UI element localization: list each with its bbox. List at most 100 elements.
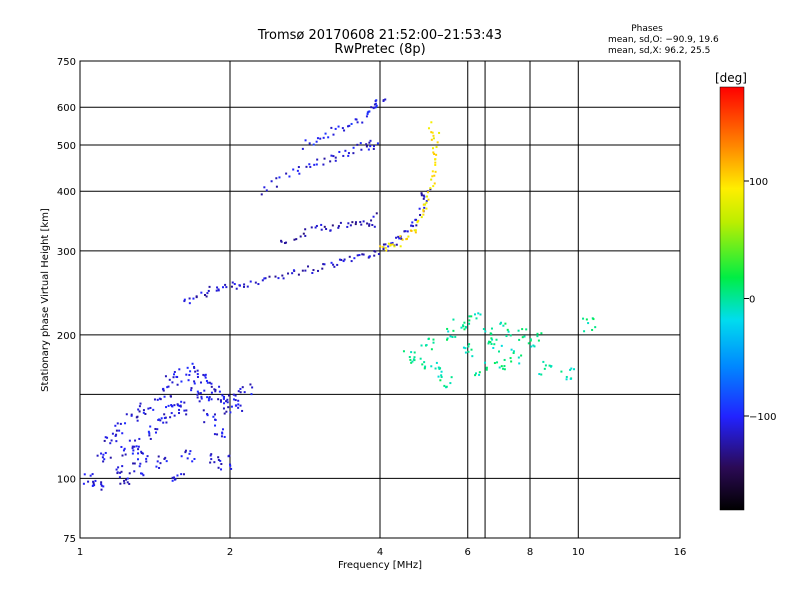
data-point [203, 389, 206, 392]
data-point [142, 452, 145, 455]
data-point [213, 413, 216, 416]
data-point [360, 148, 363, 151]
data-point [548, 364, 551, 367]
data-point [199, 392, 202, 395]
x-tick-label: 4 [377, 547, 383, 558]
data-point [133, 470, 136, 473]
data-point [173, 370, 176, 373]
data-point [398, 237, 401, 240]
data-point [361, 121, 364, 124]
data-point [132, 449, 135, 452]
data-point [167, 404, 170, 407]
data-point [213, 461, 216, 464]
data-point [310, 226, 313, 229]
data-point [337, 225, 340, 228]
data-point [249, 383, 252, 386]
data-point [536, 332, 539, 335]
data-point [189, 450, 192, 453]
data-point [322, 163, 325, 166]
data-point [139, 462, 142, 465]
data-point [123, 482, 126, 485]
data-point [191, 460, 194, 463]
data-point [373, 103, 376, 106]
data-point [410, 361, 413, 364]
data-point [369, 139, 372, 142]
data-point [427, 198, 430, 201]
data-point [340, 258, 343, 261]
data-point [587, 322, 590, 325]
data-point [265, 189, 268, 192]
data-point [308, 142, 311, 145]
data-point [532, 344, 535, 347]
data-point [226, 398, 229, 401]
data-point [214, 390, 217, 393]
data-point [103, 458, 106, 461]
data-point [115, 468, 118, 471]
data-point [435, 153, 438, 156]
data-point [154, 427, 157, 430]
data-point [434, 163, 437, 166]
data-point [540, 373, 543, 376]
data-point [523, 335, 526, 338]
y-tick-label: 200 [57, 331, 76, 342]
data-point [203, 374, 206, 377]
data-point [184, 451, 187, 454]
data-point [460, 326, 463, 329]
data-point [134, 439, 137, 442]
data-point [159, 398, 162, 401]
data-point [538, 373, 541, 376]
data-point [317, 269, 320, 272]
data-point [384, 98, 387, 101]
data-point [178, 412, 181, 415]
data-point [206, 381, 209, 384]
data-point [443, 384, 446, 387]
data-point [341, 127, 344, 130]
data-point [436, 141, 439, 144]
data-point [171, 476, 174, 479]
data-point [222, 397, 225, 400]
data-point [148, 432, 151, 435]
data-point [128, 472, 131, 475]
data-point [220, 463, 223, 466]
data-point [94, 479, 97, 482]
data-point [172, 376, 175, 379]
data-point [297, 273, 300, 276]
data-point [397, 235, 400, 238]
data-point [585, 318, 588, 321]
colorbar-tick-label: −100 [749, 412, 776, 423]
data-point [210, 385, 213, 388]
colorbar-tick-label: 0 [749, 295, 755, 306]
data-point [152, 408, 155, 411]
data-point [497, 350, 500, 353]
data-point [124, 453, 127, 456]
data-point [372, 147, 375, 150]
data-point [185, 409, 188, 412]
data-point [499, 322, 502, 325]
data-point [183, 298, 186, 301]
data-point [106, 436, 109, 439]
data-point [490, 342, 493, 345]
data-point [242, 285, 245, 288]
data-point [217, 458, 220, 461]
y-tick-label: 600 [57, 103, 76, 114]
x-axis-label: Frequency [MHz] [338, 560, 422, 571]
data-point [509, 334, 512, 337]
data-point [496, 361, 499, 364]
data-point [261, 279, 264, 282]
data-point [350, 260, 353, 263]
data-points [82, 98, 597, 491]
data-point [314, 226, 317, 229]
data-point [235, 287, 238, 290]
data-point [415, 224, 418, 227]
data-point [176, 474, 179, 477]
y-tick-label: 750 [57, 57, 76, 68]
data-point [195, 296, 198, 299]
data-point [518, 338, 521, 341]
data-point [309, 165, 312, 168]
data-point [182, 473, 185, 476]
data-point [118, 476, 121, 479]
data-point [184, 449, 187, 452]
data-point [372, 145, 375, 148]
data-point [144, 412, 147, 415]
data-point [304, 269, 307, 272]
